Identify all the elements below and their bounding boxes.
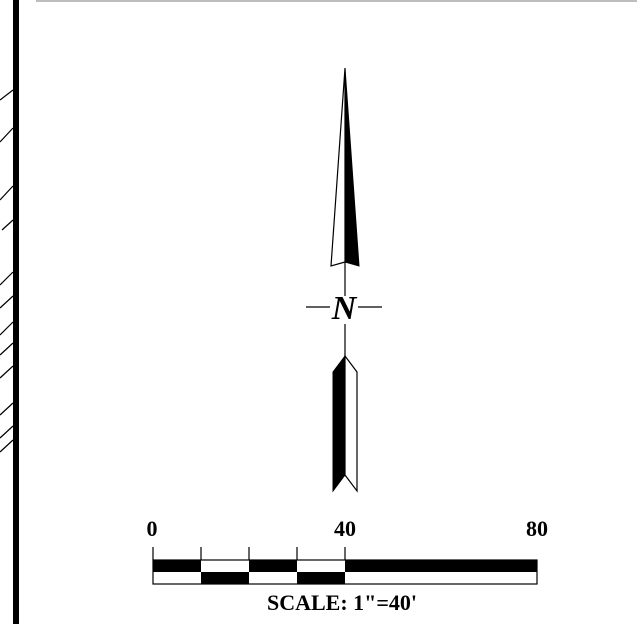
north-arrow-tail-white (344, 354, 358, 493)
edge-hatching (0, 89, 14, 453)
scale-segment (345, 560, 537, 572)
hatch-line (0, 402, 14, 416)
north-arrow-upper-black (344, 67, 360, 267)
hatch-line (0, 89, 14, 101)
hatch-line (0, 425, 14, 439)
scale-segment (249, 572, 297, 584)
hatch-line (0, 127, 14, 143)
scale-caption: SCALE: 1"=40' (267, 590, 417, 615)
scale-label-0: 0 (147, 516, 158, 541)
scale-segment (297, 572, 345, 584)
scale-segment (201, 560, 249, 572)
scale-segment (297, 560, 345, 572)
scale-bar-outline (152, 559, 538, 585)
scale-segment (345, 572, 537, 584)
north-arrow-tail-black (332, 354, 346, 493)
hatch-line (0, 271, 14, 286)
scale-bar: 0 40 80 SCALE: 1"=40' (147, 516, 549, 615)
left-border-line (13, 0, 19, 624)
hatch-line (0, 321, 14, 336)
hatch-line (0, 365, 14, 379)
scale-label-80: 80 (526, 516, 548, 541)
hatch-line (0, 439, 14, 453)
north-letter: N (331, 290, 358, 327)
scale-label-40: 40 (334, 516, 356, 541)
scale-segment (153, 560, 201, 572)
sheet-border (13, 0, 637, 624)
hatch-line (0, 295, 14, 309)
north-arrow-upper-white (330, 67, 346, 267)
hatch-line (0, 342, 14, 356)
scale-segment (249, 560, 297, 572)
hatch-line (1, 219, 14, 231)
scale-segment (153, 572, 201, 584)
north-arrow: N (306, 67, 382, 493)
hatch-line (0, 185, 14, 201)
scale-segment (201, 572, 249, 584)
